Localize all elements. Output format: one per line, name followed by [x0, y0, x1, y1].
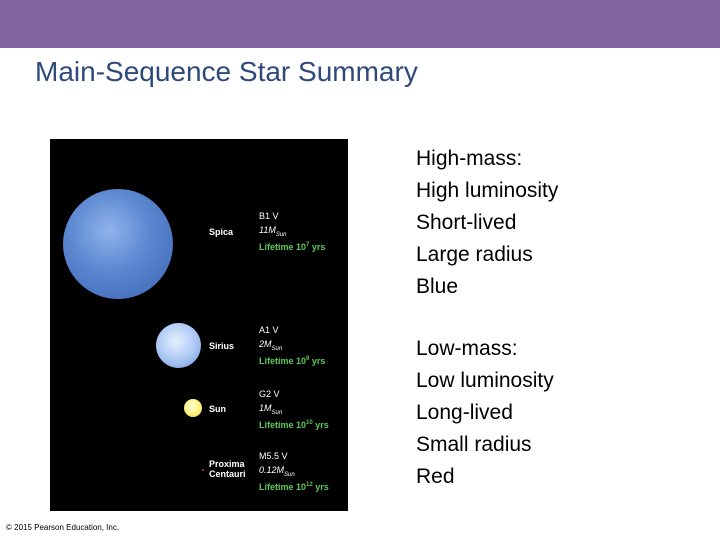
spica-star [63, 189, 173, 299]
lifetime-sun: Lifetime 1010 yrs [259, 420, 329, 430]
low-mass-heading: Low-mass: [416, 337, 518, 360]
lifetime-proxima: Lifetime 1012 yrs [259, 482, 329, 492]
sun-star [184, 399, 202, 417]
star-label-sun: Sun [209, 404, 226, 414]
lifetime-spica: Lifetime 107 yrs [259, 242, 326, 252]
mass-proxima: 0.12MSun [259, 465, 295, 478]
list-item: Small radius [416, 433, 532, 456]
sirius-star [156, 323, 201, 368]
copyright-notice: © 2015 Pearson Education, Inc. [6, 523, 120, 532]
list-item: Large radius [416, 243, 533, 266]
lifetime-sirius: Lifetime 109 yrs [259, 356, 326, 366]
spectral-type-sun: G2 V [259, 389, 280, 399]
high-mass-heading: High-mass: [416, 147, 523, 170]
star-label-proxima: Proxima Centauri [209, 459, 246, 479]
list-item: Blue [416, 275, 459, 298]
star-comparison-figure: Spica B1 V 11MSun Lifetime 107 yrs Siriu… [50, 139, 348, 511]
mass-sun: 1MSun [259, 403, 283, 416]
low-mass-list: Low-mass: Low luminosity Long-lived Smal… [416, 333, 554, 493]
list-item: High luminosity [416, 179, 559, 202]
spectral-type-proxima: M5.5 V [259, 451, 288, 461]
mass-sirius: 2MSun [259, 339, 283, 352]
star-label-sirius: Sirius [209, 341, 235, 351]
high-mass-list: High-mass: High luminosity Short-lived L… [416, 143, 558, 303]
header-bar [0, 0, 720, 48]
spectral-type-sirius: A1 V [259, 325, 279, 335]
list-item: Red [416, 465, 455, 488]
mass-spica: 11MSun [259, 225, 287, 238]
list-item: Short-lived [416, 211, 517, 234]
list-item: Low luminosity [416, 369, 554, 392]
spectral-type-spica: B1 V [259, 211, 279, 221]
slide-title: Main-Sequence Star Summary [35, 56, 418, 87]
proxima-star [202, 469, 204, 471]
star-label-spica: Spica [209, 227, 234, 237]
list-item: Long-lived [416, 401, 513, 424]
